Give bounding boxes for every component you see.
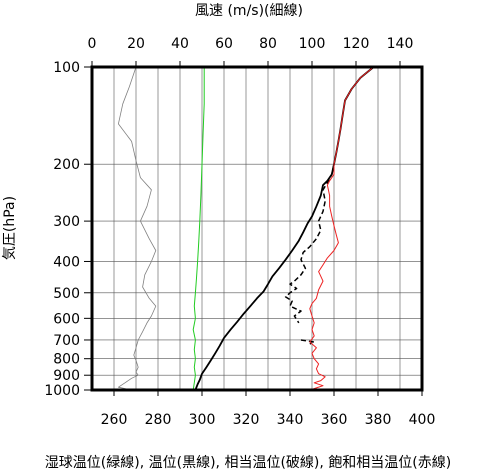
y-tick-label: 700 — [53, 333, 80, 349]
y-tick-label: 600 — [53, 311, 80, 327]
y-tick-label: 500 — [53, 286, 80, 302]
tick-marks — [84, 61, 423, 396]
top-tick-label: 60 — [215, 36, 233, 52]
top-tick-label: 120 — [343, 36, 370, 52]
y-tick-label: 300 — [53, 214, 80, 230]
top-tick-label: 40 — [171, 36, 189, 52]
bottom-tick-label: 260 — [101, 412, 128, 428]
top-tick-label: 0 — [88, 36, 97, 52]
y-axis-title: 気圧(hPa) — [2, 196, 18, 260]
series-line-4 — [284, 164, 335, 324]
top-tick-label: 100 — [299, 36, 326, 52]
bottom-tick-label: 380 — [365, 412, 392, 428]
series-line-1 — [118, 66, 157, 391]
top-axis-title: 風速 (m/s)(細線) — [195, 3, 303, 19]
bottom-tick-label: 340 — [277, 412, 304, 428]
top-tick-label: 140 — [387, 36, 414, 52]
series-layer — [118, 66, 375, 391]
grid — [92, 66, 422, 391]
bottom-tick-label: 300 — [189, 412, 216, 428]
top-tick-label: 20 — [127, 36, 145, 52]
bottom-axis-title: 湿球温位(緑線), 温位(黒線), 相当温位(破線), 飽和相当温位(赤線) — [45, 454, 451, 471]
y-tick-label: 1000 — [44, 383, 80, 399]
y-tick-label: 900 — [53, 368, 80, 384]
y-tick-label: 200 — [53, 157, 80, 173]
tick-labels: 260 280 300 320 340 360 380 400 0 20 40 60 80 100 120 1… — [44, 36, 435, 428]
y-tick-label: 800 — [53, 352, 80, 368]
bottom-tick-label: 320 — [233, 412, 260, 428]
y-tick-label: 400 — [53, 254, 80, 270]
plot-frame — [90, 65, 424, 392]
series-line-5 — [309, 66, 374, 391]
bottom-tick-label: 280 — [145, 412, 172, 428]
y-tick-label: 100 — [53, 60, 80, 76]
top-tick-label: 80 — [259, 36, 277, 52]
bottom-tick-label: 360 — [321, 412, 348, 428]
bottom-tick-label: 400 — [409, 412, 436, 428]
series-line-2 — [192, 67, 205, 391]
series-line-3 — [194, 66, 375, 391]
